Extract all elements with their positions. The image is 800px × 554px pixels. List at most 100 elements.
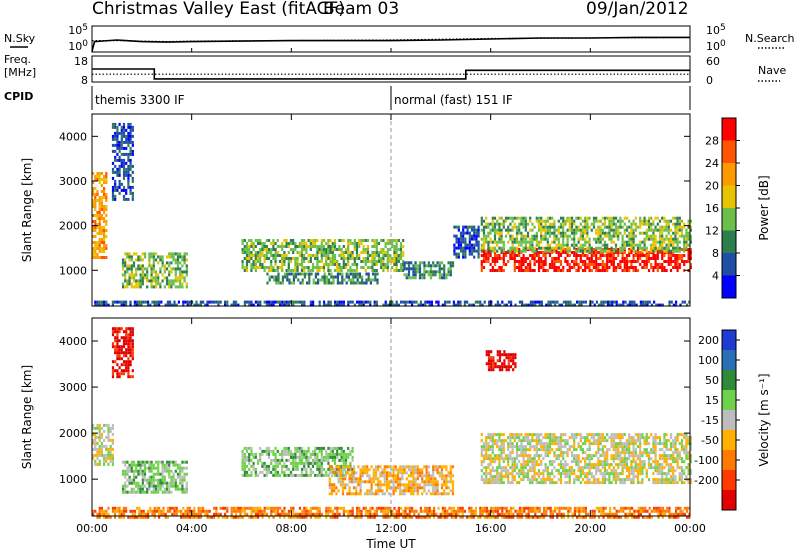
velocity-echo-cell — [526, 469, 530, 473]
power-echo-cell — [105, 220, 108, 223]
power-echo-cell — [96, 223, 99, 226]
power-echo-cell — [515, 249, 519, 253]
velocity-echo-cell — [361, 480, 364, 484]
velocity-echo-cell — [116, 375, 119, 379]
velocity-echo-cell — [491, 433, 494, 437]
velocity-echo-cell — [555, 457, 558, 461]
velocity-echo-cell — [524, 472, 527, 476]
velocity-echo-cell — [292, 452, 295, 456]
velocity-echo-cell — [285, 452, 288, 456]
velocity-echo-cell — [143, 472, 147, 476]
velocity-echo-cell — [487, 436, 490, 440]
velocity-echo-cell — [443, 474, 446, 478]
velocity-echo-cell — [285, 464, 288, 468]
velocity-echo-cell — [259, 470, 262, 474]
velocity-echo-cell — [496, 454, 499, 458]
power-echo-cell — [636, 243, 640, 247]
velocity-echo-cell — [449, 480, 452, 484]
power-echo-cell — [243, 303, 246, 307]
power-echo-cell — [146, 267, 149, 271]
power-echo-cell — [595, 240, 598, 244]
power-echo-cell — [586, 246, 589, 250]
velocity-echo-cell — [577, 466, 580, 470]
velocity-echo-cell — [432, 474, 435, 478]
power-echo-cell — [362, 251, 365, 254]
velocity-echo-cell — [443, 492, 446, 496]
power-echo-cell — [135, 252, 138, 256]
power-echo-cell — [502, 219, 505, 223]
velocity-echo-cell — [243, 473, 246, 477]
power-echo-cell — [393, 239, 396, 242]
power-echo-cell — [628, 231, 631, 235]
power-echo-cell — [592, 216, 596, 220]
velocity-echo-cell — [330, 483, 334, 487]
power-echo-cell — [226, 303, 229, 307]
power-echo-cell — [172, 255, 175, 259]
velocity-echo-cell — [500, 475, 503, 479]
power-echo-cell — [232, 303, 235, 307]
velocity-echo-cell — [243, 467, 246, 471]
power-echo-cell — [518, 243, 521, 247]
velocity-echo-cell — [309, 461, 312, 465]
power-echo-cell — [105, 172, 108, 175]
power-echo-cell — [473, 255, 476, 259]
power-echo-cell — [427, 261, 430, 265]
power-echo-cell — [654, 228, 657, 232]
power-echo-cell — [139, 267, 142, 271]
velocity-echo-cell — [127, 351, 130, 355]
power-echo-cell — [312, 300, 315, 304]
velocity-echo-cell — [135, 484, 138, 488]
power-echo-cell — [614, 222, 618, 226]
velocity-echo-cell — [412, 468, 415, 472]
power-echo-cell — [243, 269, 246, 272]
power-echo-cell — [148, 255, 151, 259]
power-echo-cell — [548, 243, 552, 247]
velocity-echo-cell — [111, 366, 115, 370]
power-echo-cell — [480, 228, 483, 232]
velocity-echo-cell — [127, 336, 130, 340]
power-echo-cell — [250, 251, 253, 254]
velocity-echo-cell — [551, 460, 554, 464]
power-echo-cell — [455, 255, 458, 259]
power-echo-cell — [120, 131, 123, 135]
power-echo-cell — [146, 285, 149, 289]
velocity-echo-cell — [581, 466, 585, 470]
velocity-echo-cell — [491, 475, 494, 479]
power-echo-cell — [355, 242, 359, 245]
velocity-echo-cell — [157, 463, 160, 467]
velocity-echo-cell — [137, 472, 140, 476]
velocity-echo-cell — [451, 489, 455, 493]
power-echo-cell — [608, 257, 611, 260]
power-echo-cell — [464, 255, 467, 259]
velocity-echo-cell — [366, 480, 369, 484]
power-echo-cell — [661, 237, 664, 241]
power-echo-cell — [652, 246, 655, 250]
velocity-echo-cell — [131, 348, 134, 352]
power-echo-cell — [342, 251, 345, 254]
power-echo-cell — [245, 248, 249, 251]
velocity-echo-cell — [522, 475, 525, 479]
power-echo-cell — [287, 263, 290, 266]
velocity-echo-cell — [341, 465, 345, 469]
power-echo-cell — [544, 263, 547, 266]
power-echo-cell — [462, 240, 465, 244]
power-echo-cell — [373, 260, 376, 263]
power-echo-cell — [307, 239, 310, 242]
velocity-echo-cell — [346, 492, 349, 496]
power-echo-cell — [440, 276, 444, 280]
power-echo-cell — [127, 122, 130, 126]
power-echo-cell — [449, 261, 452, 265]
velocity-echo-cell — [128, 475, 131, 479]
velocity-echo-cell — [329, 455, 332, 459]
power-echo-cell — [601, 237, 604, 241]
velocity-echo-cell — [553, 454, 556, 458]
power-echo-cell — [121, 285, 125, 289]
power-echo-cell — [597, 231, 600, 235]
power-echo-cell — [343, 278, 346, 282]
power-echo-cell — [540, 237, 543, 241]
velocity-echo-cell — [500, 433, 503, 437]
power-echo-cell — [131, 134, 134, 138]
power-echo-cell — [612, 248, 615, 251]
power-echo-cell — [111, 161, 115, 165]
power-echo-cell — [504, 263, 508, 266]
